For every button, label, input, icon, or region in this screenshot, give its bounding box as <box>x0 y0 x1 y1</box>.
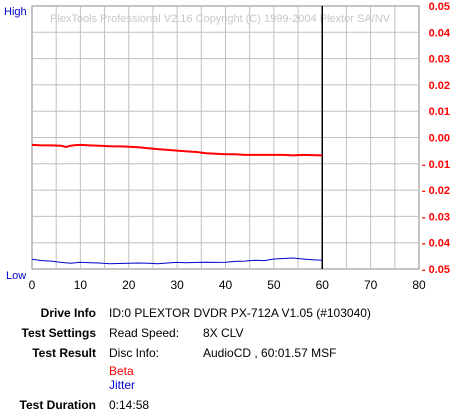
test-result-label: Test Result <box>32 346 96 360</box>
read-speed-value: 8X CLV <box>203 326 244 340</box>
test-duration-value: 0:14:58 <box>109 398 150 412</box>
y-tick-label: - 0.03 <box>422 211 450 223</box>
x-tick-label: 80 <box>412 278 426 292</box>
y-tick-label: 0.00 <box>429 133 450 145</box>
disc-info-label: Disc Info: <box>109 346 160 360</box>
watermark: PlexTools Professional V2.16 Copyright (… <box>50 13 391 25</box>
x-tick-label: 50 <box>267 278 281 292</box>
left-axis-high: High <box>4 6 27 18</box>
legend-jitter: Jitter <box>109 378 136 392</box>
x-tick-label: 70 <box>364 278 378 292</box>
left-axis-low: Low <box>6 270 26 282</box>
y-tick-label: 0.01 <box>429 106 450 118</box>
y-tick-label: - 0.04 <box>422 238 451 250</box>
drive-info-label: Drive Info <box>40 306 96 320</box>
x-tick-labels: 0 10 20 30 40 50 60 70 80 <box>29 278 426 292</box>
x-tick-label: 30 <box>170 278 184 292</box>
x-tick-label: 10 <box>74 278 88 292</box>
quality-chart: PlexTools Professional V2.16 Copyright (… <box>4 1 451 292</box>
y-tick-label: 0.05 <box>429 1 450 13</box>
grid <box>32 6 419 269</box>
y-tick-label: - 0.05 <box>422 264 450 276</box>
y-tick-label: 0.03 <box>429 54 450 66</box>
series-line-beta <box>31 143 323 157</box>
x-tick-label: 40 <box>219 278 233 292</box>
x-tick-label: 60 <box>316 278 330 292</box>
read-speed-label: Read Speed: <box>109 326 180 340</box>
y-tick-label: - 0.02 <box>422 185 450 197</box>
disc-info-value: AudioCD , 60:01.57 MSF <box>203 346 337 360</box>
drive-info-value: ID:0 PLEXTOR DVDR PX-712A V1.05 (#103040… <box>109 306 371 320</box>
series-line-jitter <box>31 257 323 265</box>
y-tick-label: - 0.01 <box>422 159 450 171</box>
x-tick-label: 20 <box>122 278 136 292</box>
y-tick-labels: 0.05 0.04 0.03 0.02 0.01 0.00 - 0.01 - 0.02 - 0.… <box>422 1 451 276</box>
series-group <box>31 143 323 265</box>
x-tick-label: 0 <box>29 278 36 292</box>
test-settings-label: Test Settings <box>21 326 96 340</box>
y-tick-label: 0.04 <box>429 27 451 39</box>
test-duration-label: Test Duration <box>19 398 96 412</box>
y-tick-label: 0.02 <box>429 80 450 92</box>
legend-beta: Beta <box>109 364 134 378</box>
